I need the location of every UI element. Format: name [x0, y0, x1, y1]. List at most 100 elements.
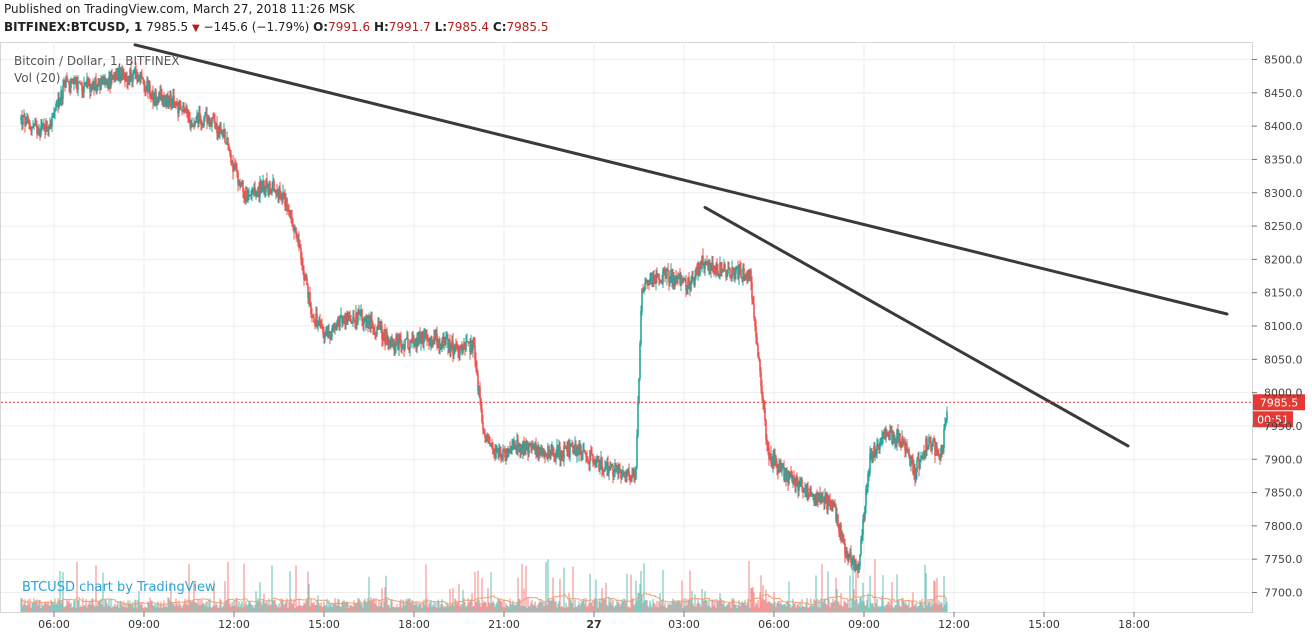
candle-body: [721, 269, 723, 273]
branding-link[interactable]: BTCUSD chart by TradingView: [22, 580, 216, 595]
volume-bar: [163, 600, 165, 612]
volume-bar: [61, 600, 63, 612]
volume-bar: [857, 604, 859, 612]
volume-bar: [196, 603, 198, 612]
volume-bar: [484, 601, 486, 612]
candle-body: [60, 91, 62, 98]
volume-bar: [327, 607, 329, 612]
candle-body: [549, 452, 551, 457]
candle-body: [42, 123, 44, 125]
volume-bar: [28, 604, 30, 612]
volume-bar: [367, 598, 369, 612]
candle-body: [38, 130, 40, 135]
volume-bar: [77, 600, 79, 612]
candle-body: [271, 188, 273, 194]
volume-bar: [537, 604, 539, 612]
volume-bar: [85, 599, 87, 612]
candle-body: [274, 189, 276, 193]
candle-body: [630, 478, 632, 480]
x-tick-label: 12:00: [938, 618, 970, 631]
high-value: 7991.7: [388, 20, 431, 34]
candle-body: [566, 445, 568, 452]
candle-body: [424, 332, 426, 336]
candle-body: [374, 331, 376, 333]
volume-bar: [804, 606, 806, 612]
volume-bar: [872, 602, 874, 612]
candle-body: [487, 437, 489, 442]
volume-bar: [293, 598, 295, 612]
volume-bar: [312, 602, 314, 612]
volume-bar: [87, 604, 89, 612]
candle-body: [718, 275, 720, 277]
candle-body: [491, 443, 493, 449]
volume-bar: [116, 604, 118, 612]
candle-body: [900, 442, 902, 446]
candle-body: [448, 339, 450, 349]
volume-bar: [497, 598, 499, 612]
candle-body: [835, 506, 837, 521]
candle-body: [643, 289, 645, 292]
candle-body: [419, 333, 421, 343]
candle-body: [840, 524, 842, 539]
candle-body: [824, 495, 826, 504]
candle-body: [889, 430, 891, 441]
candle-body: [776, 463, 778, 468]
candle-body: [314, 322, 316, 326]
volume-bar: [202, 603, 204, 612]
volume-bar: [191, 601, 193, 612]
candle-body: [539, 454, 541, 456]
volume-bar: [254, 605, 256, 612]
candle-body: [36, 124, 38, 134]
candle-body: [462, 348, 464, 354]
volume-bar: [32, 602, 34, 612]
volume-bar: [617, 602, 619, 612]
volume-bar: [161, 607, 163, 612]
volume-bar: [799, 601, 801, 612]
candle-body: [389, 343, 391, 346]
volume-bar: [259, 582, 261, 612]
candle-body: [654, 282, 656, 284]
volume-bar: [152, 605, 154, 612]
volume-bar: [474, 571, 476, 612]
volume-bar: [582, 601, 584, 612]
candle-body: [406, 338, 408, 340]
candle-body: [474, 345, 476, 361]
candle-body: [87, 79, 89, 82]
candle-body: [655, 274, 657, 284]
volume-bar: [768, 601, 770, 612]
volume-bar: [780, 601, 782, 612]
candle-body: [774, 456, 776, 463]
candle-body: [296, 234, 298, 240]
volume-bar: [140, 604, 142, 612]
candle-body: [356, 312, 358, 323]
volume-bar: [823, 599, 825, 612]
volume-bar: [808, 607, 810, 612]
volume-bar: [865, 605, 867, 612]
candle-body: [893, 432, 895, 443]
candle-body: [608, 466, 610, 474]
volume-bar: [743, 603, 745, 612]
volume-bar: [398, 606, 400, 612]
volume-bar: [574, 599, 576, 612]
candle-body: [735, 269, 737, 274]
volume-bar: [98, 602, 100, 612]
volume-bar: [657, 607, 659, 612]
candle-body: [804, 487, 806, 491]
candle-body: [584, 450, 586, 453]
volume-bar: [458, 584, 460, 612]
candle-body: [894, 439, 896, 443]
candle-body: [836, 514, 838, 521]
candle-body: [479, 386, 481, 399]
volume-bar: [261, 605, 263, 612]
volume-bar: [204, 606, 206, 612]
candle-body: [481, 409, 483, 423]
candle-body: [171, 105, 173, 109]
candle-body: [427, 340, 429, 342]
candle-body: [737, 267, 739, 279]
candle-body: [928, 437, 930, 448]
candle-body: [645, 282, 647, 284]
volume-bar: [734, 604, 736, 612]
candle-body: [416, 339, 418, 347]
candle-body: [114, 74, 116, 80]
